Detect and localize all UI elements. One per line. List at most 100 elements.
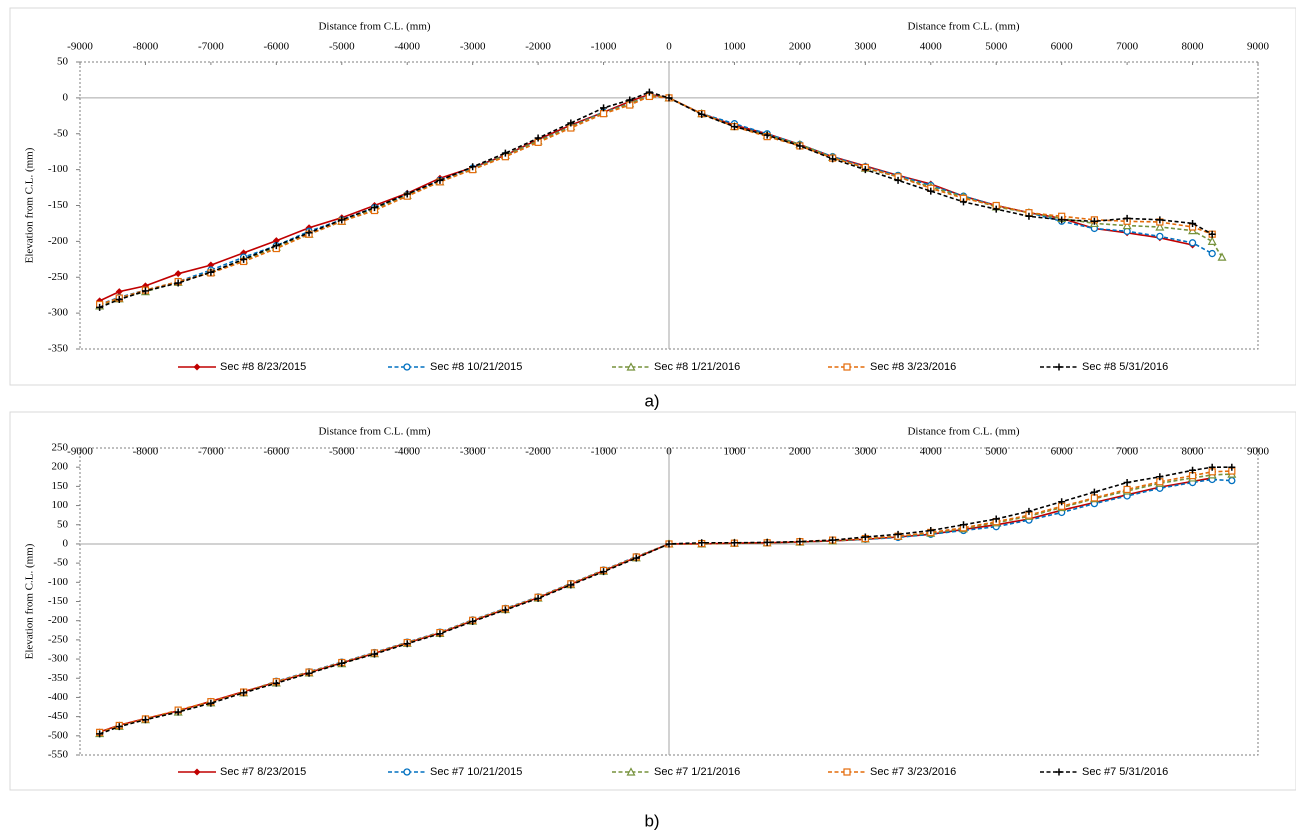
legend-label: Sec #8 1/21/2016 — [654, 361, 740, 373]
x-tick-label: 2000 — [789, 41, 812, 53]
legend-label: Sec #8 5/31/2016 — [1082, 361, 1168, 373]
marker — [599, 110, 608, 118]
marker — [1123, 227, 1131, 235]
marker — [1155, 222, 1165, 231]
marker — [174, 279, 182, 287]
y-tick-label: -50 — [53, 557, 68, 569]
marker — [1156, 216, 1164, 224]
legend-marker — [843, 363, 851, 371]
marker — [240, 249, 248, 257]
x-tick-label: -6000 — [263, 41, 289, 53]
x-tick-label: -3000 — [460, 446, 486, 458]
marker — [207, 261, 215, 269]
x-tick-label: -8000 — [133, 41, 159, 53]
x-tick-label: 4000 — [920, 41, 943, 53]
x-tick-label: -4000 — [394, 446, 420, 458]
marker — [960, 521, 967, 529]
y-tick-label: 150 — [52, 480, 69, 492]
marker — [645, 88, 653, 96]
series-line — [99, 93, 1193, 302]
marker — [730, 539, 738, 547]
x-tick-label: 6000 — [1051, 41, 1074, 53]
y-tick-label: -50 — [53, 127, 68, 139]
marker — [600, 568, 608, 576]
marker — [436, 630, 444, 638]
y-tick-label: -150 — [48, 595, 69, 607]
x-tick-label: 2000 — [789, 446, 812, 458]
marker — [501, 149, 509, 157]
marker — [1156, 473, 1164, 481]
legend-label: Sec #8 10/21/2015 — [430, 361, 522, 373]
series-line — [99, 91, 1213, 309]
marker — [115, 723, 123, 731]
marker — [1122, 220, 1132, 230]
chart: Distance from C.L. (mm) Distance from C.L… — [9, 411, 1296, 830]
x-tick-label: -9000 — [67, 446, 93, 458]
chart: Distance from C.L. (mm) Distance from C.L… — [9, 7, 1296, 410]
y-tick-label: -150 — [48, 199, 69, 211]
y-tick-label: -500 — [48, 729, 69, 741]
legend-marker — [1055, 768, 1063, 776]
x-tick-label: 6000 — [1051, 446, 1074, 458]
marker — [1058, 498, 1066, 506]
marker — [992, 515, 1000, 523]
y-tick-label: 0 — [63, 91, 69, 103]
x-tick-label: 1000 — [723, 41, 746, 53]
x-tick-label: 5000 — [985, 41, 1008, 53]
y-tick-label: 0 — [63, 537, 69, 549]
marker — [240, 689, 248, 697]
legend-marker — [843, 768, 851, 776]
marker — [1208, 230, 1216, 238]
marker — [567, 581, 575, 589]
x-tick-label: -5000 — [329, 446, 355, 458]
marker — [698, 539, 706, 547]
marker — [174, 708, 182, 716]
caption: a) — [644, 391, 659, 410]
y-tick-label: 50 — [57, 56, 69, 68]
x-tick-label: -4000 — [394, 41, 420, 53]
x-tick-label: 1000 — [723, 446, 746, 458]
legend-label: Sec #7 5/31/2016 — [1082, 766, 1168, 778]
legend-marker — [626, 362, 636, 371]
caption: b) — [644, 811, 659, 830]
marker — [927, 187, 935, 195]
marker — [829, 155, 837, 163]
marker — [1208, 249, 1216, 258]
marker — [861, 533, 869, 541]
marker — [207, 268, 215, 276]
series-line — [99, 94, 1213, 306]
x-tick-label: 3000 — [854, 41, 877, 53]
series-line — [99, 478, 1232, 734]
y-axis-title: Elevation from C.L. (mm) — [24, 147, 36, 263]
marker — [534, 134, 542, 142]
x-tick-label: -1000 — [591, 446, 617, 458]
marker — [1207, 236, 1217, 245]
legend-marker — [193, 768, 201, 776]
marker — [272, 237, 280, 245]
marker — [436, 176, 444, 184]
marker — [403, 190, 411, 198]
x-tick-label: -9000 — [67, 41, 93, 53]
marker — [1156, 232, 1164, 241]
marker — [1090, 217, 1098, 225]
y-tick-label: -200 — [48, 614, 69, 626]
marker — [403, 640, 411, 648]
marker — [1123, 214, 1131, 222]
marker — [338, 216, 346, 224]
marker — [763, 538, 771, 546]
x-tick-label: 0 — [666, 41, 672, 53]
y-axis-title: Elevation from C.L. (mm) — [24, 543, 36, 659]
legend-marker — [193, 363, 201, 371]
x-tick-label: 9000 — [1247, 41, 1270, 53]
x-tick-label: -3000 — [460, 41, 486, 53]
legend-label: Sec #7 10/21/2015 — [430, 766, 522, 778]
marker — [115, 288, 123, 296]
y-tick-label: 250 — [52, 442, 69, 454]
legend-marker — [626, 767, 636, 776]
legend-label: Sec #8 8/23/2015 — [220, 361, 306, 373]
x-tick-label: 7000 — [1116, 446, 1139, 458]
marker — [96, 730, 104, 738]
x-tick-label: -2000 — [525, 41, 551, 53]
y-tick-label: -350 — [48, 343, 69, 355]
